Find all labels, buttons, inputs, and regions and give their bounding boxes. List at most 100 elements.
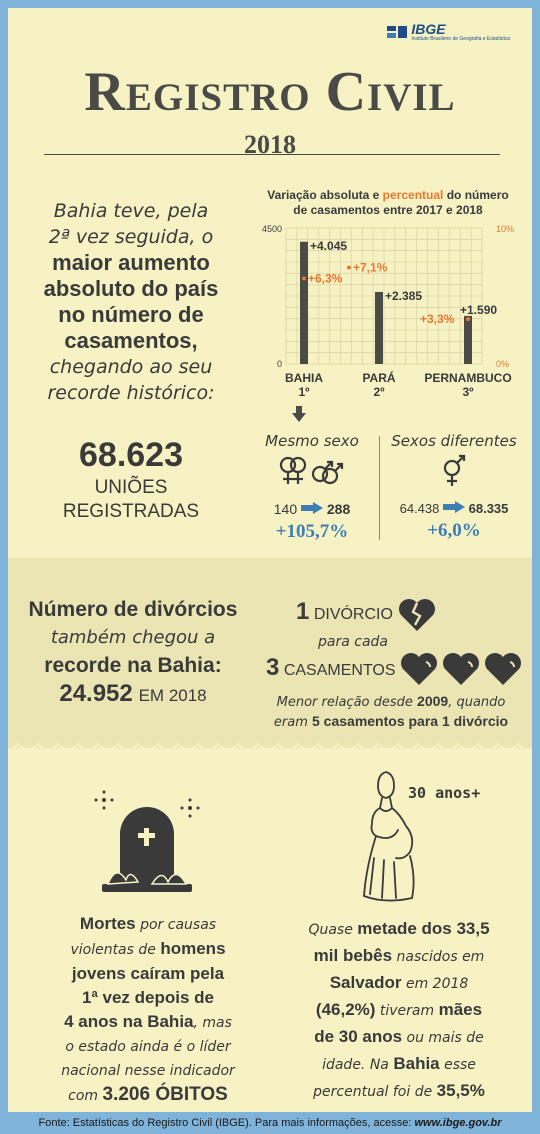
births-l5-bold: de 30 anos [314,1027,403,1046]
births-l4-bold-2: mães [438,1000,483,1019]
percent-value-label: +7,1% [353,260,388,274]
births-l2-italic: nascidos em [392,949,485,965]
deaths-l4: 1ª vez depois de [82,988,214,1007]
rank-label: 2º [373,385,385,398]
chart-title-part2: do número [443,188,509,202]
same-sex-change-row: 140 288 [252,501,372,517]
tail-line-2: recorde histórico: [47,382,215,404]
right-arrow-icon [301,502,323,514]
same-sex-change: +105,7% [275,521,349,542]
category-label: PARÁ [362,370,395,385]
note-highlight: 5 casamentos para 1 divórcio [312,713,509,729]
divorce-band [8,558,532,748]
births-l1-bold: metade dos 33,5 [357,919,490,938]
divorce-note: Menor relação desde 2009, quando eram 5 … [256,692,526,732]
percent-point [347,265,351,270]
note-part-2: , quando [448,695,506,710]
deaths-l2-bold: homens [160,939,226,958]
left-axis-tick-max: 4500 [262,224,282,234]
births-l6-italic-2: esse [439,1057,476,1073]
note-part-1: Menor relação desde [276,695,418,710]
births-l7-italic: percentual foi de [313,1084,437,1100]
same-sex-to: 288 [326,501,351,517]
bar-value-label: +1.590 [460,303,497,317]
marriage-summary: Bahia teve, pela 2ª vez seguida, o maior… [26,198,236,406]
bar-bahia [300,241,308,364]
same-sex-title: Mesmo sexo [265,432,359,450]
sex-panel-divider [379,436,380,540]
bar-value-label: +4.045 [310,239,347,253]
logo-subtitle: Instituto Brasileiro de Geografia e Esta… [411,36,510,42]
category-label: PERNAMBUCO [424,371,511,385]
down-arrow-icon [292,406,306,422]
total-label-line-2: REGISTRADAS [62,501,200,522]
same-sex-from: 140 [273,501,298,517]
bar-pará [375,291,383,364]
category-label: BAHIA [285,371,323,385]
footer-text: Fonte: Estatísticas do Registro Civil (I… [38,1117,415,1129]
divorce-year-label: EM 2018 [138,686,207,705]
births-summary: Quase metade dos 33,5 mil bebês nascidos… [274,916,524,1105]
births-l6-bold: Bahia [393,1054,440,1073]
rank-label: 1º [298,385,310,398]
chart-title: Variação absoluta e percentual do número… [248,188,528,218]
pregnant-woman-icon [363,771,415,902]
births-l1-italic: Quase [308,922,358,938]
note-year: 2009 [417,693,449,709]
deaths-l1-bold: Mortes [79,914,136,933]
deaths-l1-italic: por causas [135,917,217,933]
marriage-total-label: UNIÕES REGISTRADAS [26,476,236,524]
deaths-l5-italic: , mas [193,1015,232,1031]
percent-value-label: +3,3% [420,312,455,326]
infographic-card: IBGE Instituto Brasileiro de Geografia e… [8,8,532,1112]
births-l7-bold: 35,5% [436,1081,485,1100]
right-arrow-icon [443,501,465,513]
footer: Fonte: Estatísticas do Registro Civil (I… [0,1117,540,1129]
rank-label: 3º [462,385,474,398]
highlight-line-4: casamentos, [64,328,198,353]
deaths-l7: nacional nesse indicador [61,1063,235,1079]
age-label: 30 anos+ [408,784,481,802]
deaths-summary: Mortes por causas violentas de homens jo… [28,912,268,1108]
ibge-logo-icon [387,26,408,38]
births-l5-italic: ou mais de [402,1030,484,1046]
births-l3-italic: em 2018 [401,976,469,992]
births-l3-bold: Salvador [329,973,402,992]
chart-title-line2: de casamentos entre 2017 e 2018 [293,203,483,217]
diff-sex-title: Sexos diferentes [391,432,517,450]
ratio-marriage-number: 3 [266,654,280,681]
diff-sex-change-row: 64.438 68.335 [384,501,524,516]
highlight-line-2: absoluto do país [43,276,219,301]
hetero-couple-icon [443,454,466,486]
diff-sex-panel: Sexos diferentes 64.438 68.335 +6,0% [384,432,524,542]
deaths-l2-italic: violentas de [70,942,161,958]
deaths-l8-italic: com [68,1088,103,1104]
deaths-l3: jovens caíram pela [71,964,225,983]
diff-sex-to: 68.335 [468,501,509,516]
divorce-line-1: Número de divórcios [28,598,238,621]
births-l6-italic-1: idade. Na [322,1057,394,1073]
births-l2-bold: mil bebês [313,946,393,965]
note-part-3: eram [273,715,312,730]
same-sex-couples-icon [279,456,344,485]
births-l4-italic: tiveram [375,1003,439,1019]
ibge-logo: IBGE Instituto Brasileiro de Geografia e… [387,22,510,42]
bar-value-label: +2.385 [385,289,422,303]
diff-sex-from: 64.438 [399,501,440,516]
percent-value-label: +6,3% [308,271,343,285]
divorce-total: 24.952 [59,680,133,707]
heart-icon-2 [443,653,479,685]
births-l4-bold-1: (46,2%) [315,1000,376,1019]
highlight-line-3: no número de [58,302,204,327]
divorce-summary: Número de divórcios também chegou a reco… [18,596,248,710]
right-axis-tick-max: 10% [496,224,514,234]
page-title: Registro Civil [84,61,456,123]
zigzag-divider-bottom [8,742,529,754]
logo-text: IBGE [411,21,446,37]
deaths-l6: o estado ainda é o líder [65,1039,231,1055]
same-sex-panel: Mesmo sexo 140 288 +105,7% [252,432,372,543]
footer-link[interactable]: www.ibge.gov.br [414,1117,502,1129]
divorce-line-2: também chegou a [50,627,216,648]
broken-heart-icon [399,599,435,631]
